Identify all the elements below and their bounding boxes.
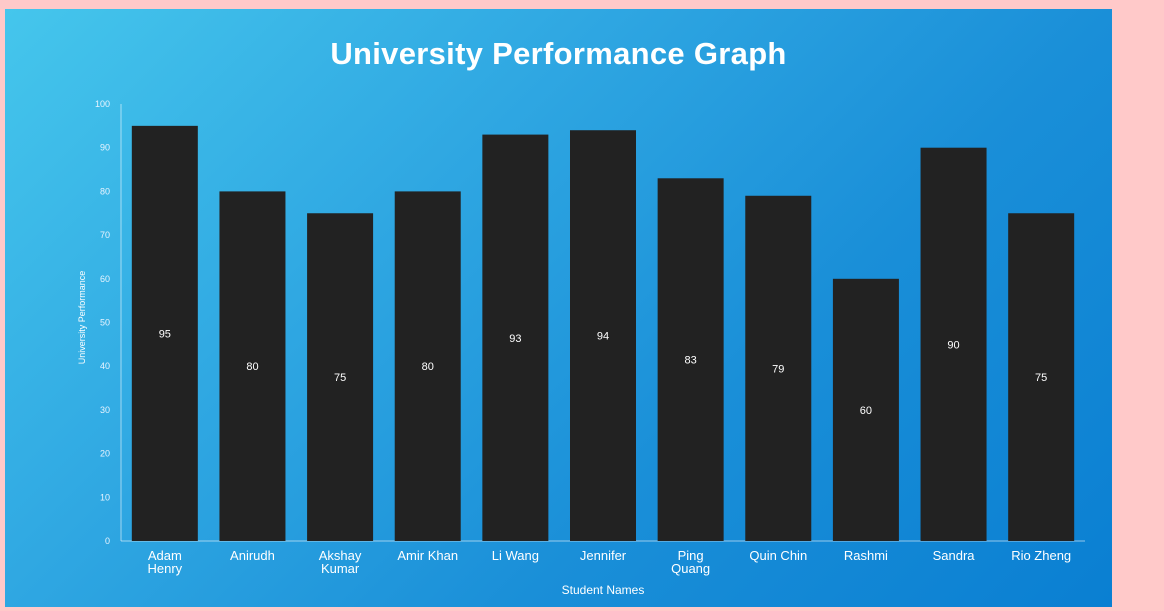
bar-value-label: 95	[159, 328, 171, 340]
x-tick-label: Rashmi	[844, 548, 888, 563]
y-tick-label: 30	[100, 405, 110, 415]
x-tick-label: Ping Quang	[671, 548, 710, 576]
x-axis: Adam Henry Anirudh Akshay Kumar Amir Khan Li W…	[121, 540, 1085, 576]
x-tick-label: Li Wang	[492, 548, 539, 563]
x-tick-label: Anirudh	[230, 548, 275, 563]
chart-panel: University Performance Graph 0 10 20 30 40 50…	[5, 9, 1112, 607]
bar	[394, 191, 461, 541]
bar-value-label: 80	[422, 361, 434, 373]
bar-value-label: 80	[246, 361, 258, 373]
x-tick-label: Akshay Kumar	[319, 548, 362, 576]
bar-value-label: 60	[860, 405, 872, 417]
bar-value-label: 75	[1035, 372, 1047, 384]
bars: 95 80 75 80 93 94 83 79 60 90 75	[131, 125, 1075, 542]
bar	[570, 130, 636, 541]
bar	[482, 134, 549, 541]
bar	[131, 125, 198, 541]
y-axis-title: University Performance	[77, 271, 87, 365]
x-tick-label: Quin Chin	[749, 548, 807, 563]
x-tick-label: Rio Zheng	[1011, 548, 1071, 563]
bar	[1008, 213, 1075, 541]
x-tick-label: Sandra	[933, 548, 976, 563]
y-axis: 0 10 20 30 40 50 60 70 80 90 100	[95, 99, 122, 546]
bar	[657, 178, 724, 542]
x-tick-label: Jennifer	[580, 548, 627, 563]
bar-value-label: 94	[597, 331, 609, 343]
x-axis-title: Student Names	[562, 583, 645, 597]
bar-value-label: 90	[947, 339, 959, 351]
y-tick-label: 40	[100, 361, 110, 371]
chart-title: University Performance Graph	[330, 36, 787, 71]
y-tick-label: 70	[100, 230, 110, 240]
bar-value-label: 83	[685, 355, 697, 367]
bar	[219, 191, 286, 541]
bar	[307, 213, 374, 541]
y-tick-label: 10	[100, 492, 110, 502]
x-tick-label: Adam Henry	[147, 548, 182, 576]
y-tick-label: 20	[100, 449, 110, 459]
bar-value-label: 75	[334, 372, 346, 384]
y-tick-label: 90	[100, 143, 110, 153]
bar	[745, 195, 812, 541]
y-tick-label: 60	[100, 274, 110, 284]
bar	[920, 147, 987, 541]
y-tick-label: 80	[100, 186, 110, 196]
y-tick-label: 50	[100, 318, 110, 328]
y-tick-label: 100	[95, 99, 110, 109]
bar-value-label: 79	[772, 363, 784, 375]
bar	[832, 278, 899, 541]
x-tick-label: Amir Khan	[397, 548, 458, 563]
y-tick-label: 0	[105, 536, 110, 546]
bar-value-label: 93	[509, 333, 521, 345]
